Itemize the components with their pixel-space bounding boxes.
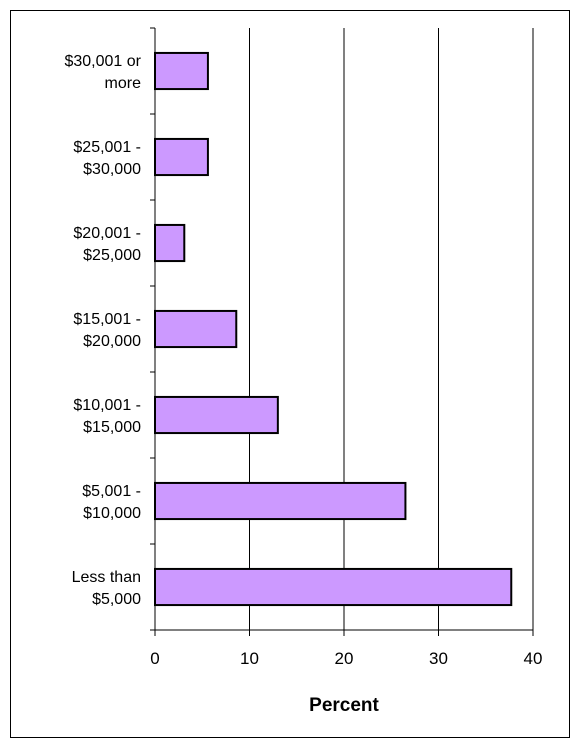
category-label-6: Less than $5,000 [72,569,141,608]
bar-layer [154,51,513,607]
category-label-3: $15,001 - $20,000 [73,311,141,350]
category-label-line: $20,000 [83,333,141,350]
x-tick-label-2: 20 [335,649,354,668]
bar-6 [154,567,513,607]
category-label-line: $10,000 [83,505,141,522]
axis-layer [150,27,534,636]
bar-5 [154,481,407,521]
category-label-line: $20,001 - [73,225,141,242]
category-label-0: $30,001 or more [64,53,141,92]
category-label-line: Less than [72,569,141,586]
x-tick-label-1: 10 [240,649,259,668]
category-label-line: $30,001 or [64,53,141,70]
category-label-line: $25,001 - [73,139,141,156]
category-label-line: $5,001 - [82,483,141,500]
x-tick-label-3: 30 [429,649,448,668]
bar-2 [154,223,186,263]
label-layer: 0 10 20 30 40$30,001 or more$25,001 -$30,000$… [64,53,542,668]
category-label-1: $25,001 - $30,000 [73,139,141,178]
category-label-line: more [105,75,142,92]
category-label-5: $5,001 - $10,000 [82,483,141,522]
x-tick-label-4: 40 [524,649,543,668]
bar-4 [154,395,279,435]
category-label-line: $15,000 [83,419,141,436]
chart-frame [10,10,570,738]
category-label-line: $15,001 - [73,311,141,328]
category-label-line: $25,000 [83,247,141,264]
grid-layer [249,28,534,630]
category-label-line: $5,000 [92,591,141,608]
category-label-line: $10,001 - [73,397,141,414]
bar-0 [154,51,209,91]
bar-1 [154,137,209,177]
x-axis-title: Percent [309,695,379,716]
category-label-line: $30,000 [83,161,141,178]
category-label-4: $10,001 - $15,000 [73,397,141,436]
bar-3 [154,309,238,349]
x-tick-label-0: 0 [150,649,159,668]
category-label-2: $20,001 - $25,000 [73,225,141,264]
